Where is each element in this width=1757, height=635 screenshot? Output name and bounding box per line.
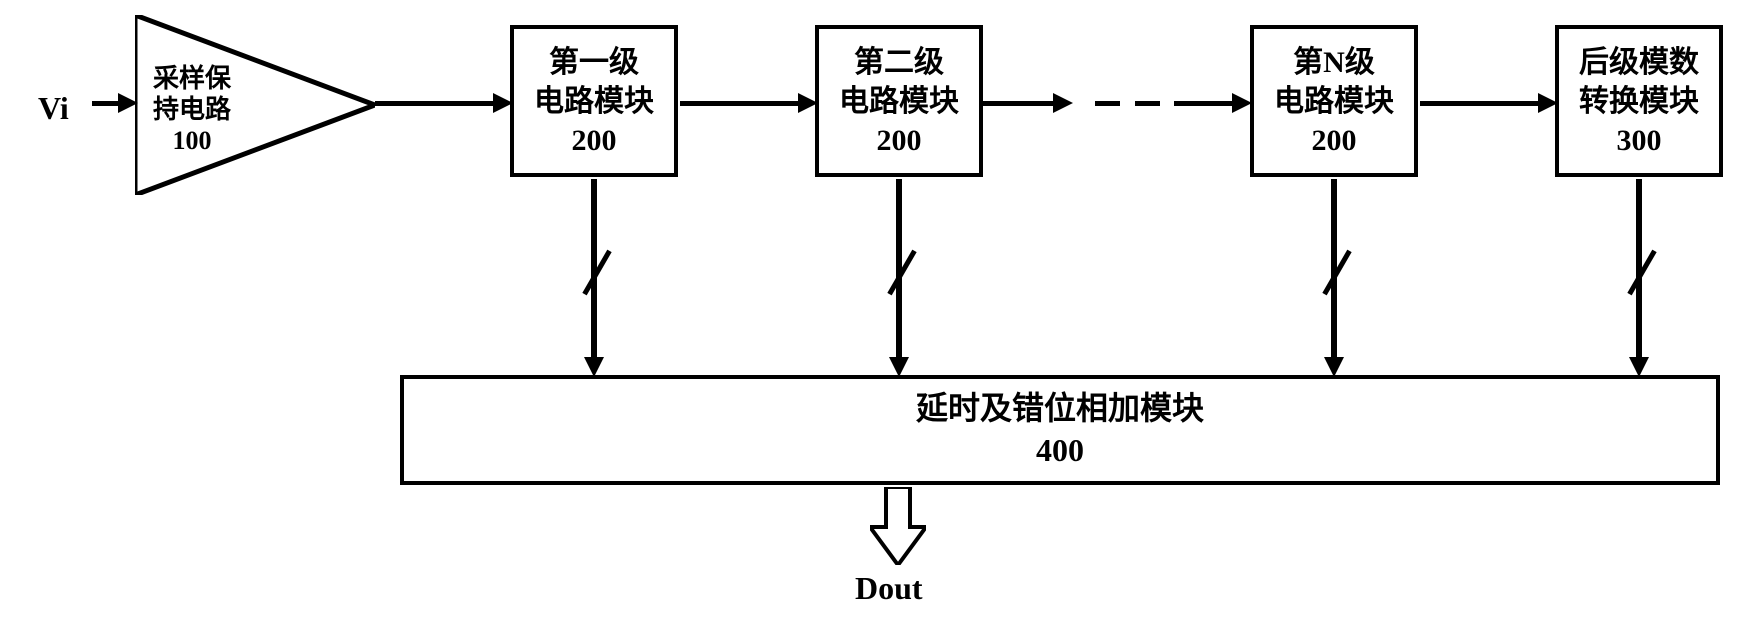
stage-n-line1: 第N级 bbox=[1293, 43, 1375, 82]
stage-1-line1: 第一级 bbox=[549, 43, 639, 82]
stage-n-line2: 电路模块 bbox=[1274, 82, 1394, 121]
bus-slash-1 bbox=[887, 250, 916, 296]
combiner-line1: 延时及错位相加模块 bbox=[916, 388, 1204, 430]
stage-2-line2: 电路模块 bbox=[839, 82, 959, 121]
stage-2-line1: 第二级 bbox=[854, 43, 944, 82]
sample-hold-line1: 采样保 bbox=[153, 63, 231, 94]
backend-line2: 转换模块 bbox=[1579, 82, 1699, 121]
sample-hold-line2: 持电路 bbox=[153, 94, 231, 125]
ellipsis-dash-2 bbox=[1135, 101, 1160, 106]
combiner-number: 400 bbox=[1036, 430, 1084, 472]
combiner-block: 延时及错位相加模块 400 bbox=[400, 375, 1720, 485]
backend-number: 300 bbox=[1617, 121, 1662, 160]
bus-slash-3 bbox=[1627, 250, 1656, 296]
sample-hold-block: 采样保 持电路 100 bbox=[135, 15, 375, 195]
stage-n-number: 200 bbox=[1312, 121, 1357, 160]
stage-2-number: 200 bbox=[877, 121, 922, 160]
bus-slash-0 bbox=[582, 250, 611, 296]
stage-1-number: 200 bbox=[572, 121, 617, 160]
bus-slash-2 bbox=[1322, 250, 1351, 296]
input-label: Vi bbox=[38, 90, 69, 127]
pipeline-adc-diagram: Vi 采样保 持电路 100 第一级 电路模块 200 第二级 电路模块 200… bbox=[0, 0, 1757, 635]
ellipsis-dash-1 bbox=[1095, 101, 1120, 106]
stage-2-block: 第二级 电路模块 200 bbox=[815, 25, 983, 177]
output-label: Dout bbox=[855, 570, 923, 607]
stage-1-block: 第一级 电路模块 200 bbox=[510, 25, 678, 177]
backend-line1: 后级模数 bbox=[1579, 43, 1699, 82]
stage-1-line2: 电路模块 bbox=[534, 82, 654, 121]
backend-adc-block: 后级模数 转换模块 300 bbox=[1555, 25, 1723, 177]
stage-n-block: 第N级 电路模块 200 bbox=[1250, 25, 1418, 177]
output-arrow bbox=[870, 487, 926, 565]
sample-hold-number: 100 bbox=[153, 125, 231, 156]
